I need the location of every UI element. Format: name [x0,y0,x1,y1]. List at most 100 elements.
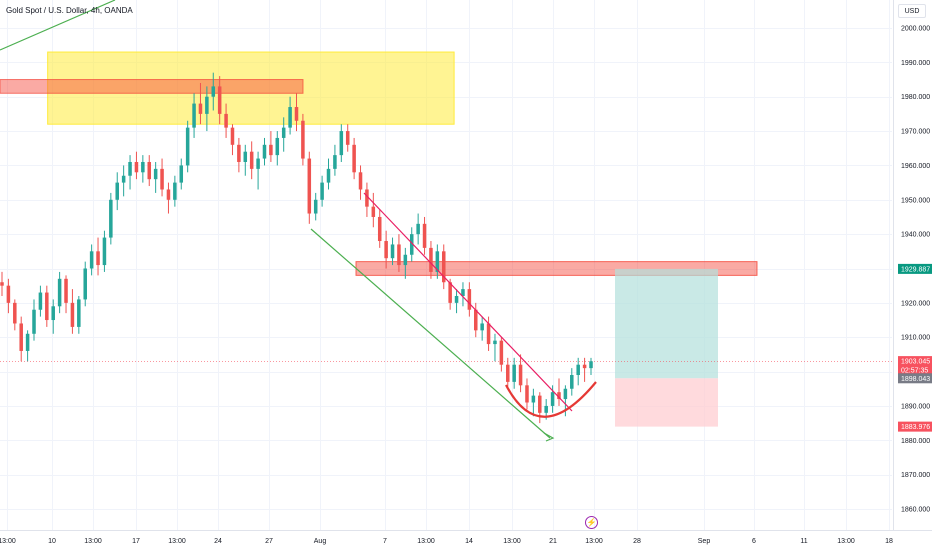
candle [77,295,81,334]
y-tick-label: 1910.000 [901,335,930,342]
supply-zone-red [0,79,304,94]
candle-body [499,340,504,365]
candle-body [96,251,100,266]
candle [397,234,401,272]
candle-body [358,172,363,190]
candle-body [153,168,158,180]
candle-body [377,216,382,242]
candle-body [390,244,395,259]
candle [32,299,36,341]
y-tick-label: 1950.000 [901,197,930,204]
price-label-box [898,356,932,377]
x-tick-label: 13:00 [0,538,16,545]
green-trendline [310,228,551,439]
candle [237,137,241,173]
candle [185,120,190,173]
candle [25,330,30,362]
candle [518,354,523,393]
candle-body [429,247,433,272]
candle-body [525,385,529,403]
candle [320,175,324,207]
x-tick-label: 13:00 [168,538,186,545]
candle [582,357,587,382]
candle-body [147,161,152,180]
symbol-title[interactable]: Gold Spot / U.S. Dollar, 4h, OANDA [6,6,133,15]
candle [19,316,23,362]
candle [352,137,356,180]
candle [115,172,119,211]
x-tick-label: Sep [698,538,711,545]
candle-body [160,168,164,190]
candle-body [38,292,43,310]
candle-body [345,131,350,145]
y-tick-label: 1860.000 [901,507,930,514]
candle [83,261,87,307]
candle [390,237,395,266]
candle-body [19,323,23,351]
candle [0,271,4,296]
candle [416,213,420,245]
candle [365,182,369,217]
x-tick-label: 11 [800,538,807,545]
candle [153,161,158,193]
candle [13,299,17,331]
candle-body [493,340,497,345]
candle-body [64,278,68,303]
candle [493,333,497,362]
candle [249,141,254,180]
candle [333,144,337,176]
candle [96,237,100,276]
candle-body [557,392,561,400]
candle-body [550,392,555,406]
candle-body [166,189,171,200]
candle-body [179,165,184,183]
candle [243,144,248,176]
candle-body [582,364,587,369]
red-trendline [363,192,573,412]
candle-body [198,103,203,114]
time-axis [0,530,932,550]
candle-body [121,175,126,183]
candle [51,299,55,334]
candle-body [211,86,216,97]
x-tick-label: 21 [549,538,557,545]
candle [57,271,62,314]
candle-body [83,268,87,300]
candle-body [403,254,408,266]
candle [589,357,593,376]
candle-body [320,182,324,200]
candle [326,158,331,190]
x-tick-label: 27 [265,538,273,545]
candle [313,192,318,221]
candle-body [518,364,523,386]
currency-button[interactable]: USD [898,4,926,18]
candle [288,96,292,135]
candle-body [333,155,337,169]
candle-body [237,144,241,162]
candle-body [13,302,17,324]
candle-body [563,388,568,400]
candle [70,289,75,334]
candle [384,230,388,269]
candle [506,357,510,389]
candle-body [294,107,299,121]
candle-body [224,113,228,128]
candle [166,182,171,214]
price-label-countdown: 02:57:35 [901,368,928,375]
candle-body [480,323,484,331]
candle-body [205,96,209,114]
candle-body [448,282,452,303]
candle [192,93,196,138]
candle-body [128,161,132,176]
candle [109,192,113,245]
long-position-target [615,268,718,379]
candle [531,388,536,417]
candle-body [589,361,593,369]
candle [147,155,152,187]
x-tick-label: 17 [132,538,140,545]
candle-body [531,395,536,403]
lightning-icon[interactable]: ⚡ [585,516,598,529]
candle [512,357,516,389]
